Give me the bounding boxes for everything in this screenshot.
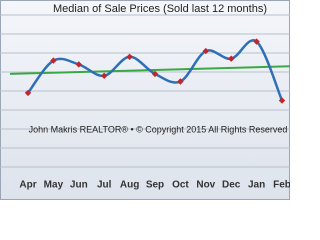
marker bbox=[177, 78, 184, 85]
marker bbox=[24, 89, 32, 97]
annotation: John Makris REALTOR® • © Copyright 2015 … bbox=[29, 124, 288, 134]
chart-title: Median of Sale Prices (Sold last 12 mont… bbox=[53, 3, 267, 15]
x-tick-label: Jan bbox=[248, 180, 265, 191]
marker bbox=[278, 97, 286, 104]
marker bbox=[253, 38, 260, 45]
x-tick-label: Aug bbox=[120, 180, 139, 191]
x-tick-label: Nov bbox=[196, 180, 215, 191]
chart: Median of Sale Prices (Sold last 12 mont… bbox=[0, 0, 290, 200]
plot-area: Apr May Jun Jul Aug Sep Oct Nov Dec Jan Feb bbox=[0, 14, 290, 191]
x-tick-label: Sep bbox=[146, 180, 164, 191]
marker bbox=[151, 70, 159, 78]
frame bbox=[0, 0, 290, 200]
x-tick-label: Feb bbox=[273, 180, 290, 191]
x-tick-label: May bbox=[44, 180, 64, 191]
x-tick-label: Jun bbox=[70, 180, 88, 191]
x-tick-label: Dec bbox=[222, 180, 241, 191]
marker bbox=[228, 55, 235, 62]
x-tick-label: Apr bbox=[19, 180, 36, 191]
marker bbox=[126, 53, 133, 60]
marker bbox=[101, 72, 108, 79]
x-tick-label: Oct bbox=[172, 180, 189, 191]
marker bbox=[50, 57, 57, 64]
marker bbox=[202, 47, 209, 55]
background bbox=[0, 0, 290, 200]
x-tick-label: Jul bbox=[97, 180, 112, 191]
marker bbox=[75, 61, 82, 68]
